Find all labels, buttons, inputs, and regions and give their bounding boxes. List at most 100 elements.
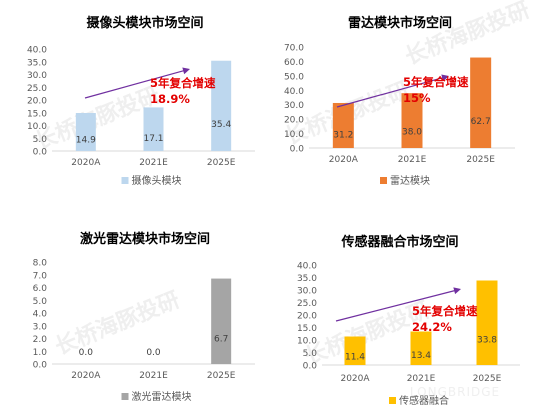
cagr-value: 18.9% [150, 92, 190, 106]
y-tick-label: 20.0 [297, 312, 317, 322]
y-tick-label: 5.0 [33, 297, 48, 307]
y-tick-label: 25.0 [27, 84, 47, 94]
y-tick-label: 4.0 [33, 310, 48, 320]
y-tick-label: 1.0 [33, 348, 48, 358]
bar [401, 93, 423, 148]
y-tick-label: 6.0 [33, 284, 48, 294]
y-tick-label: 0.0 [290, 145, 305, 155]
data-label: 62.7 [471, 117, 491, 127]
watermark-text: 长桥海豚投研 [401, 0, 533, 70]
data-label: 31.2 [333, 130, 353, 140]
bar [211, 60, 232, 152]
chart-2: 雷达模块市场空间 0.0 10.0 20.0 30.0 40.0 50.0 60.0 70.0 3… [284, 15, 515, 187]
y-tick-label: 10.0 [297, 337, 317, 347]
chart-1: 摄像头模块市场空间 0.0 5.0 10.0 15.0 20.0 25.0 30.0 35.0 4… [27, 15, 255, 187]
bar [476, 280, 498, 365]
y-tick-label: 0.0 [33, 361, 48, 371]
x-tick-label: 2025E [207, 158, 236, 168]
legend-label: 雷达模块 [390, 175, 430, 187]
y-tick-label: 3.0 [33, 322, 48, 332]
y-tick-label: 60.0 [284, 58, 304, 68]
cagr-label: 5年复合增速 [150, 76, 216, 90]
legend-label: 摄像头模块 [132, 174, 182, 187]
x-tick-label: 2025E [207, 371, 236, 381]
data-label: 0.0 [146, 348, 161, 358]
x-tick-label: 2021E [398, 155, 427, 165]
trend-arrowhead [441, 74, 449, 82]
y-tick-label: 10.0 [284, 130, 304, 140]
trend-arrowhead [182, 67, 190, 75]
data-label: 14.9 [76, 136, 96, 146]
y-tick-label: 8.0 [33, 259, 48, 269]
y-tick-label: 2.0 [33, 335, 48, 345]
y-tick-label: 35.0 [297, 274, 317, 284]
cagr-value: 15% [403, 91, 431, 105]
y-tick-label: 40.0 [284, 87, 304, 97]
data-label: 33.8 [477, 336, 497, 346]
y-tick-label: 0.0 [33, 148, 48, 158]
legend-label: 激光雷达模块 [132, 390, 192, 403]
trend-arrow [335, 289, 456, 322]
y-tick-label: 7.0 [33, 271, 48, 281]
y-tick-label: 15.0 [27, 109, 47, 119]
x-tick-label: 2021E [139, 158, 168, 168]
bar [332, 102, 354, 148]
y-tick-label: 25.0 [297, 299, 317, 309]
y-tick-label: 20.0 [284, 116, 304, 126]
cagr-label: 5年复合增速 [412, 304, 478, 318]
x-tick-label: 2020A [340, 374, 370, 384]
y-tick-label: 30.0 [284, 101, 304, 111]
y-tick-label: 40.0 [297, 262, 317, 272]
chart-title: 雷达模块市场空间 [348, 15, 452, 31]
y-tick-label: 40.0 [27, 46, 47, 56]
y-tick-label: 50.0 [284, 72, 304, 82]
x-tick-label: 2025E [473, 374, 502, 384]
legend-swatch [121, 177, 129, 184]
bar [344, 336, 366, 365]
x-tick-label: 2020A [71, 371, 101, 381]
legend-swatch [389, 397, 396, 404]
bar [410, 331, 432, 365]
charts-layer: 摄像头模块市场空间 0.0 5.0 10.0 15.0 20.0 25.0 30.0 35.0 4… [27, 15, 520, 407]
data-label: 17.1 [143, 134, 163, 144]
cagr-label: 5年复合增速 [403, 75, 469, 89]
data-label: 11.4 [345, 352, 365, 362]
x-tick-label: 2025E [466, 155, 495, 165]
y-tick-label: 20.0 [27, 97, 47, 107]
y-tick-label: 15.0 [297, 324, 317, 334]
x-tick-label: 2020A [329, 155, 359, 165]
y-tick-label: 5.0 [33, 135, 48, 145]
data-label: 38.0 [402, 128, 422, 138]
y-tick-label: 10.0 [27, 122, 47, 132]
bar [211, 278, 232, 364]
trend-arrowhead [453, 287, 461, 295]
x-tick-label: 2021E [407, 374, 436, 384]
bar [75, 113, 96, 151]
chart-title: 激光雷达模块市场空间 [80, 231, 210, 247]
chart-3: 激光雷达模块市场空间 0.0 1.0 2.0 3.0 4.0 5.0 6.0 7.0 8.0 0.0… [33, 231, 255, 403]
x-tick-label: 2021E [139, 371, 168, 381]
chart-4: 传感器融合市场空间 0.0 5.0 10.0 15.0 20.0 25.0 30.0 35.0 4… [297, 234, 520, 407]
x-tick-label: 2020A [71, 158, 101, 168]
y-tick-label: 5.0 [303, 349, 318, 359]
y-tick-label: 35.0 [27, 58, 47, 68]
data-label: 35.4 [211, 120, 231, 130]
chart-title: 摄像头模块市场空间 [86, 15, 203, 31]
legend-label: 传感器融合 [399, 394, 449, 407]
data-label: 6.7 [214, 334, 228, 344]
bar [143, 107, 164, 151]
legend-swatch [380, 177, 387, 184]
trend-arrow [336, 77, 444, 108]
watermark-brand: LONGBRIDGE [410, 385, 500, 399]
watermark-layer: 长桥海豚投研长桥海豚投研长桥海豚投研长桥海豚投研长桥海豚投研LONGBRIDGE [31, 0, 533, 399]
bar [470, 57, 492, 149]
trend-arrow [84, 70, 185, 99]
y-tick-label: 30.0 [297, 287, 317, 297]
data-label: 0.0 [79, 348, 94, 358]
y-tick-label: 30.0 [27, 71, 47, 81]
y-tick-label: 70.0 [284, 44, 304, 54]
cagr-value: 24.2% [412, 320, 452, 334]
chart-title: 传感器融合市场空间 [340, 234, 458, 250]
y-tick-label: 0.0 [303, 362, 318, 372]
